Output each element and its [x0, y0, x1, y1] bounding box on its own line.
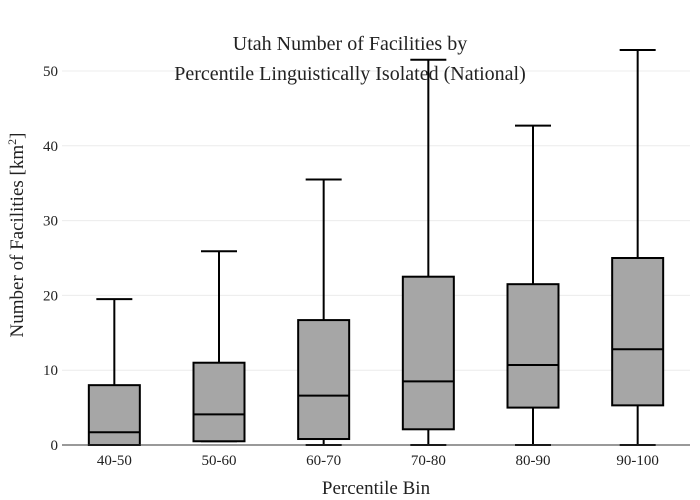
chart-title-line-1: Utah Number of Facilities by: [233, 33, 467, 55]
y-tick-label-0: 0: [51, 438, 59, 454]
box-70-80: [401, 58, 455, 446]
box-80-90: [506, 124, 560, 446]
box-40-50: [87, 298, 141, 447]
y-tick-label-10: 10: [43, 363, 58, 379]
y-axis-ticks: 0 10 20 30 40 50: [43, 64, 58, 454]
y-tick-label-30: 30: [43, 214, 58, 230]
x-axis-title: Percentile Bin: [322, 478, 431, 499]
y-axis-title-main: Number of Facilities [km: [7, 145, 28, 338]
x-tick-label-50-60: 50-60: [202, 453, 237, 469]
y-tick-label-20: 20: [43, 288, 58, 304]
iqr-box: [297, 319, 351, 441]
iqr-box: [192, 361, 246, 443]
y-axis-title-superscript: 2: [5, 139, 19, 145]
box-90-100: [611, 49, 665, 446]
y-axis-title: Number of Facilities [km2]: [5, 133, 28, 338]
box-60-70: [297, 178, 351, 446]
x-tick-label-40-50: 40-50: [97, 453, 132, 469]
x-tick-label-90-100: 90-100: [616, 453, 659, 469]
x-axis-ticks: 40-50 50-60 60-70 70-80 80-90 90-100: [97, 453, 659, 469]
grid-lines: [62, 70, 690, 371]
box-series: [87, 49, 665, 447]
x-tick-label-60-70: 60-70: [306, 453, 341, 469]
chart-title-line-2: Percentile Linguistically Isolated (Nati…: [174, 63, 526, 85]
iqr-box: [87, 384, 141, 447]
box-50-60: [192, 250, 246, 443]
iqr-box: [611, 257, 665, 407]
iqr-box: [506, 283, 560, 409]
iqr-box: [401, 275, 455, 431]
y-axis-title-close: ]: [7, 133, 28, 139]
x-tick-label-80-90: 80-90: [516, 453, 551, 469]
x-tick-label-70-80: 70-80: [411, 453, 446, 469]
y-tick-label-40: 40: [43, 139, 58, 155]
y-tick-label-50: 50: [43, 64, 58, 80]
